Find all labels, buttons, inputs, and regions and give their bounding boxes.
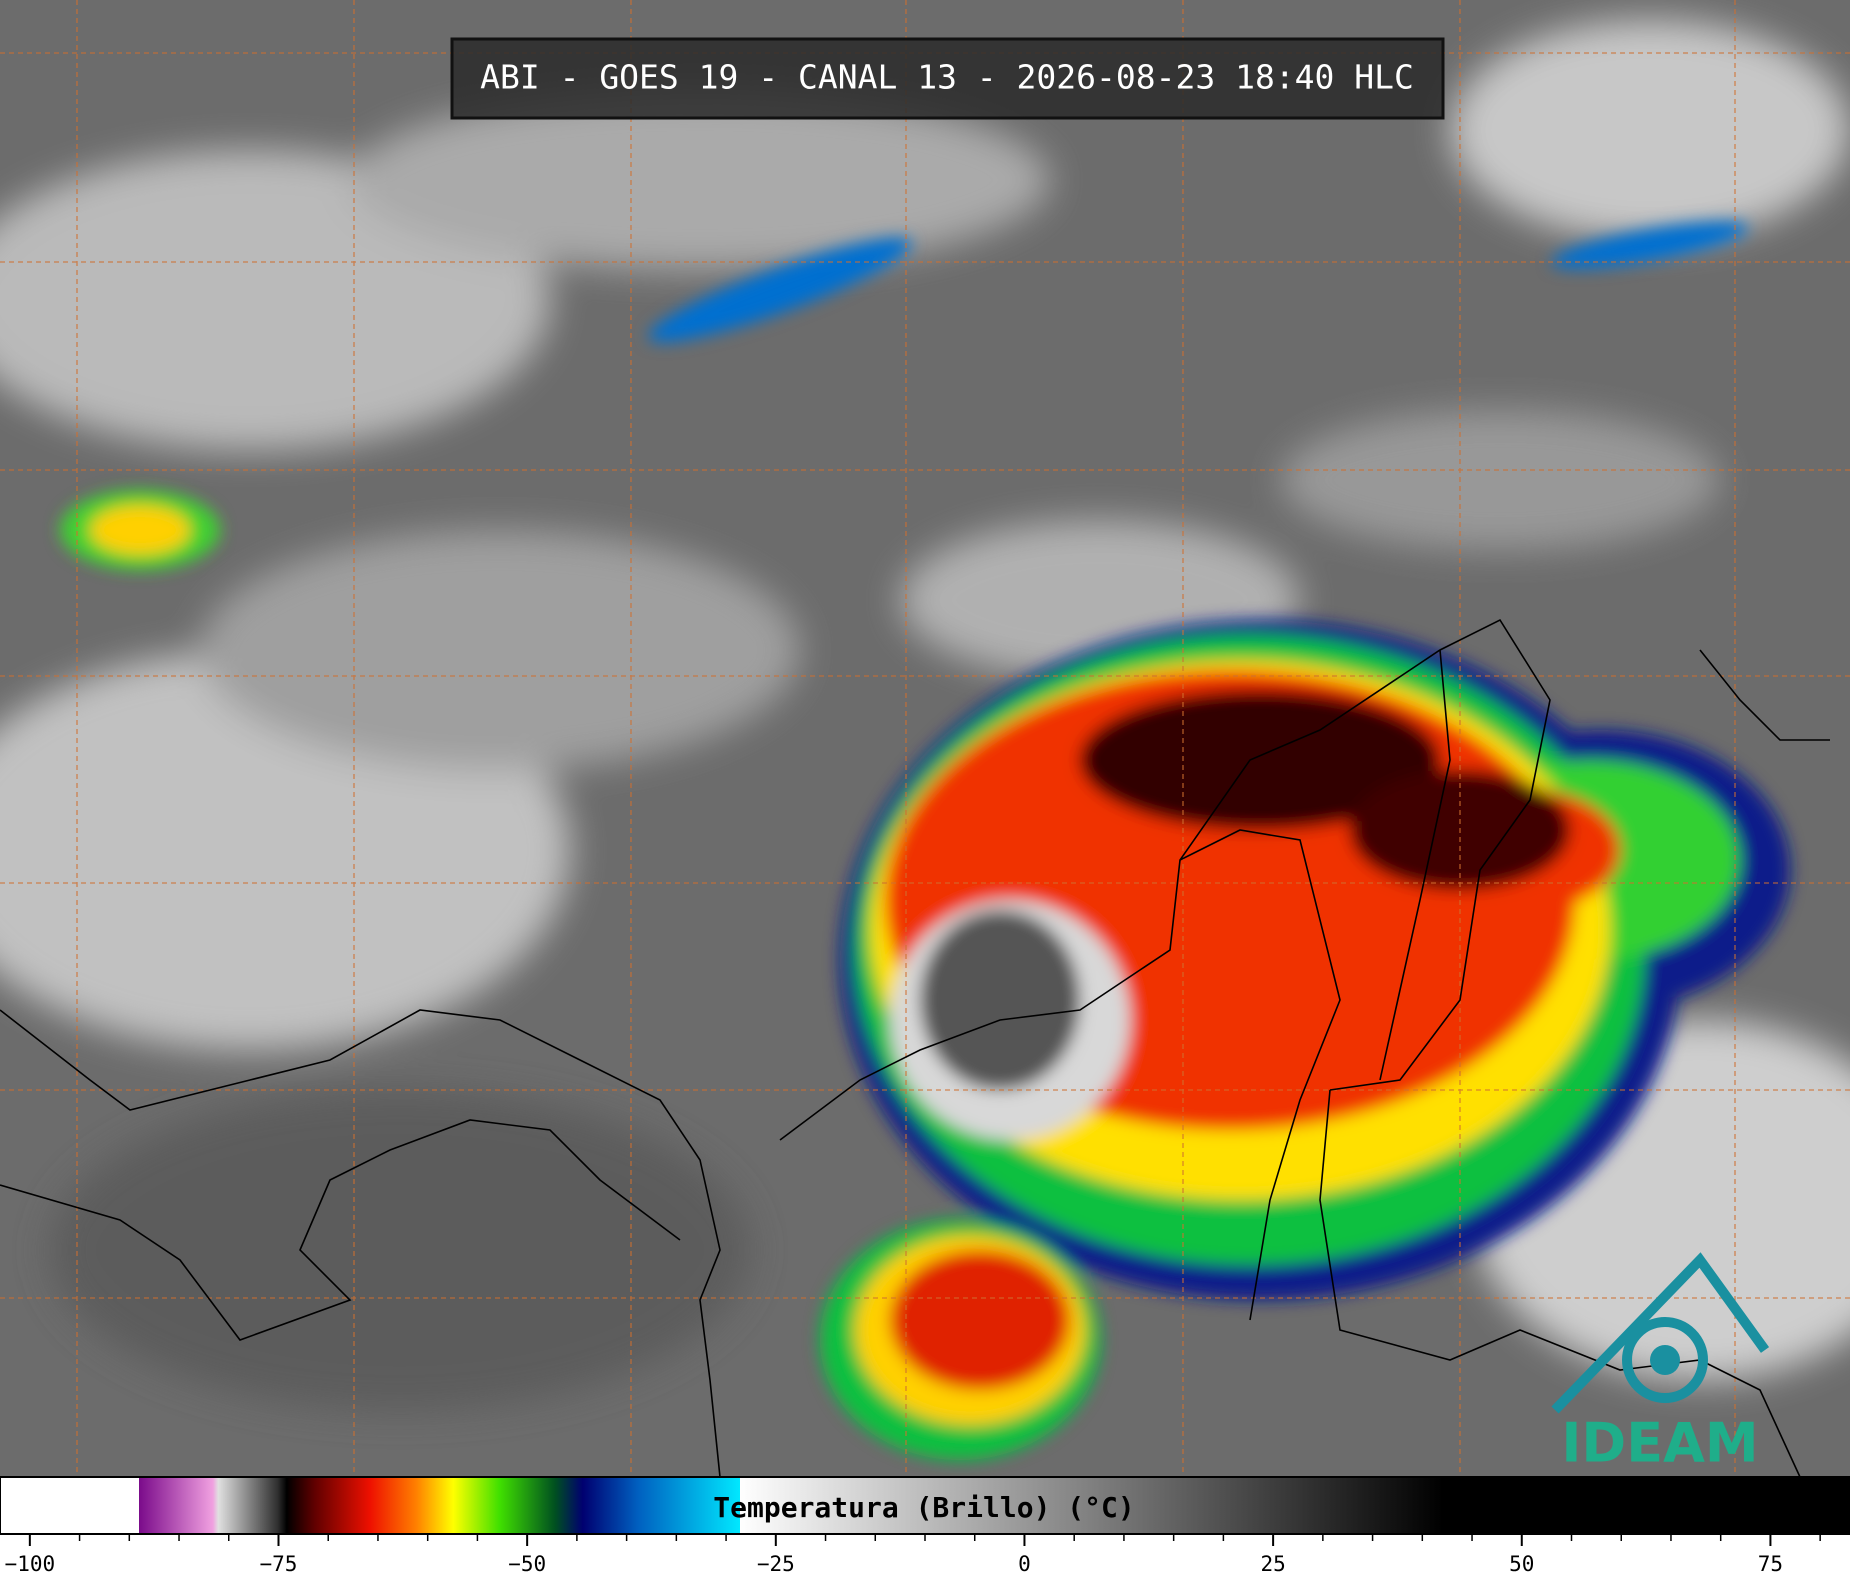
tick-label: 50	[1509, 1552, 1534, 1576]
logo: IDEAM	[1551, 1252, 1770, 1475]
imagery	[0, 0, 1850, 1478]
tick-label: 0	[1018, 1552, 1031, 1576]
logo-text: IDEAM	[1561, 1412, 1758, 1475]
tick-label: −50	[508, 1552, 546, 1576]
colorbar: Temperatura (Brillo) (°C)	[0, 1476, 1850, 1535]
title: ABI - GOES 19 - CANAL 13 - 2026-08-23 18…	[480, 58, 1414, 97]
tick-label: −25	[757, 1552, 795, 1576]
tick-label: −75	[260, 1552, 298, 1576]
title-box: ABI - GOES 19 - CANAL 13 - 2026-08-23 18…	[450, 37, 1445, 120]
tick-label: 75	[1758, 1552, 1783, 1576]
tick-label: −100	[5, 1552, 56, 1576]
tick-label: 25	[1260, 1552, 1285, 1576]
colorbar-label: Temperatura (Brillo) (°C)	[713, 1491, 1134, 1524]
